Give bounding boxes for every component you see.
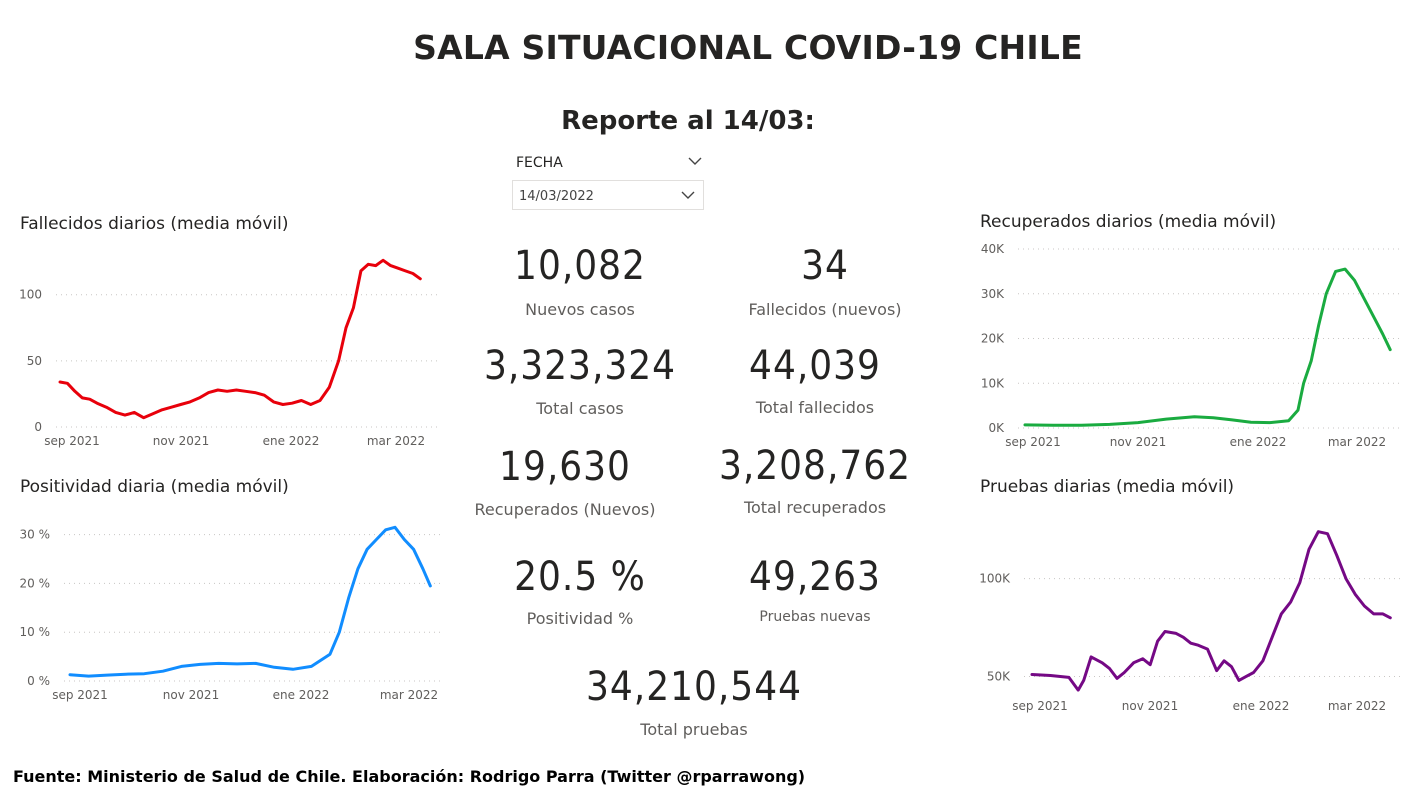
y-tick-label: 50: [27, 354, 42, 368]
y-tick-label: 100K: [979, 572, 1011, 586]
kpi-recuperados-nuevos-value: 19,630: [499, 444, 631, 490]
x-tick-label: mar 2022: [367, 434, 425, 448]
series-line-positividad: [68, 525, 432, 678]
x-tick-label: ene 2022: [1230, 435, 1287, 449]
series-line-fallecidos: [58, 258, 422, 420]
x-tick-label: ene 2022: [263, 434, 320, 448]
date-slicer-label: FECHA: [516, 155, 563, 171]
date-slicer-dropdown[interactable]: 14/03/2022: [512, 180, 704, 210]
chart-title-recuperados: Recuperados diarios (media móvil): [980, 212, 1277, 232]
y-tick-label: 10K: [981, 376, 1005, 390]
kpi-total-recuperados-label: Total recuperados: [743, 498, 887, 517]
x-tick-label: ene 2022: [1233, 699, 1290, 713]
chart-positividad: 0 % 10 % 20 % 30 % sep 2021 nov 2021 ene 2022 m…: [20, 525, 440, 702]
y-tick-label: 0K: [988, 421, 1005, 435]
chevron-down-icon: [681, 191, 695, 199]
x-tick-label: sep 2021: [1005, 435, 1061, 449]
y-tick-label: 0: [34, 420, 42, 434]
y-tick-label: 30K: [981, 287, 1005, 301]
kpi-nuevos-casos-label: Nuevos casos: [525, 300, 635, 319]
chevron-down-icon[interactable]: [686, 152, 704, 170]
chart-title-fallecidos: Fallecidos diarios (media móvil): [20, 214, 289, 234]
kpi-recuperados-nuevos-label: Recuperados (Nuevos): [474, 500, 656, 519]
kpi-fallecidos-nuevos-label: Fallecidos (nuevos): [748, 300, 902, 319]
series-line-pruebas: [1030, 530, 1392, 692]
kpi-total-pruebas-value: 34,210,544: [586, 664, 802, 710]
kpi-nuevos-casos-value: 10,082: [514, 243, 646, 289]
x-tick-label: nov 2021: [1110, 435, 1166, 449]
date-slicer-value: 14/03/2022: [519, 189, 594, 204]
x-tick-label: sep 2021: [44, 434, 100, 448]
kpi-fallecidos-nuevos-value: 34: [801, 243, 849, 289]
x-tick-label: nov 2021: [1122, 699, 1178, 713]
kpi-total-casos-value: 3,323,324: [483, 343, 677, 389]
y-tick-label: 20 %: [20, 576, 51, 590]
x-tick-label: nov 2021: [163, 688, 219, 702]
x-tick-label: ene 2022: [273, 688, 330, 702]
x-tick-label: sep 2021: [1012, 699, 1068, 713]
y-tick-label: 20K: [981, 332, 1005, 346]
series-line-recuperados: [1023, 267, 1392, 427]
kpi-positividad-value: 20.5 %: [514, 554, 646, 600]
y-tick-label: 50K: [987, 669, 1011, 683]
y-tick-label: 30 %: [20, 528, 51, 542]
x-tick-label: nov 2021: [153, 434, 209, 448]
chart-fallecidos: 0 50 100 sep 2021 nov 2021 ene 2022 mar 2022: [19, 258, 440, 448]
chart-title-pruebas: Pruebas diarias (media móvil): [980, 477, 1235, 497]
x-tick-label: mar 2022: [1328, 435, 1386, 449]
kpi-positividad-label: Positividad %: [526, 609, 634, 628]
y-tick-label: 0 %: [27, 674, 50, 688]
x-tick-label: mar 2022: [380, 688, 438, 702]
kpi-total-fallecidos-value: 44,039: [749, 343, 881, 389]
source-footer: Fuente: Ministerio de Salud de Chile. El…: [13, 767, 806, 786]
kpi-pruebas-nuevas-value: 49,263: [749, 554, 881, 600]
y-tick-label: 100: [19, 288, 42, 302]
x-tick-label: sep 2021: [52, 688, 108, 702]
page-title: SALA SITUACIONAL COVID-19 CHILE: [413, 28, 1083, 67]
report-date-heading: Reporte al 14/03:: [561, 106, 815, 136]
kpi-pruebas-nuevas-label: Pruebas nuevas: [759, 609, 871, 625]
x-tick-label: mar 2022: [1328, 699, 1386, 713]
y-tick-label: 10 %: [20, 625, 51, 639]
kpi-total-pruebas-label: Total pruebas: [640, 720, 748, 739]
kpi-total-casos-label: Total casos: [536, 399, 624, 418]
chart-pruebas: 50K 100K sep 2021 nov 2021 ene 2022 mar 2022: [979, 530, 1400, 713]
chart-title-positividad: Positividad diaria (media móvil): [20, 477, 289, 497]
kpi-total-recuperados-value: 3,208,762: [718, 443, 912, 489]
kpi-total-fallecidos-label: Total fallecidos: [755, 398, 875, 417]
chart-recuperados: 0K 10K 20K 30K 40K sep 2021 nov 2021 ene 2022 ma…: [981, 242, 1400, 449]
y-tick-label: 40K: [981, 242, 1005, 256]
